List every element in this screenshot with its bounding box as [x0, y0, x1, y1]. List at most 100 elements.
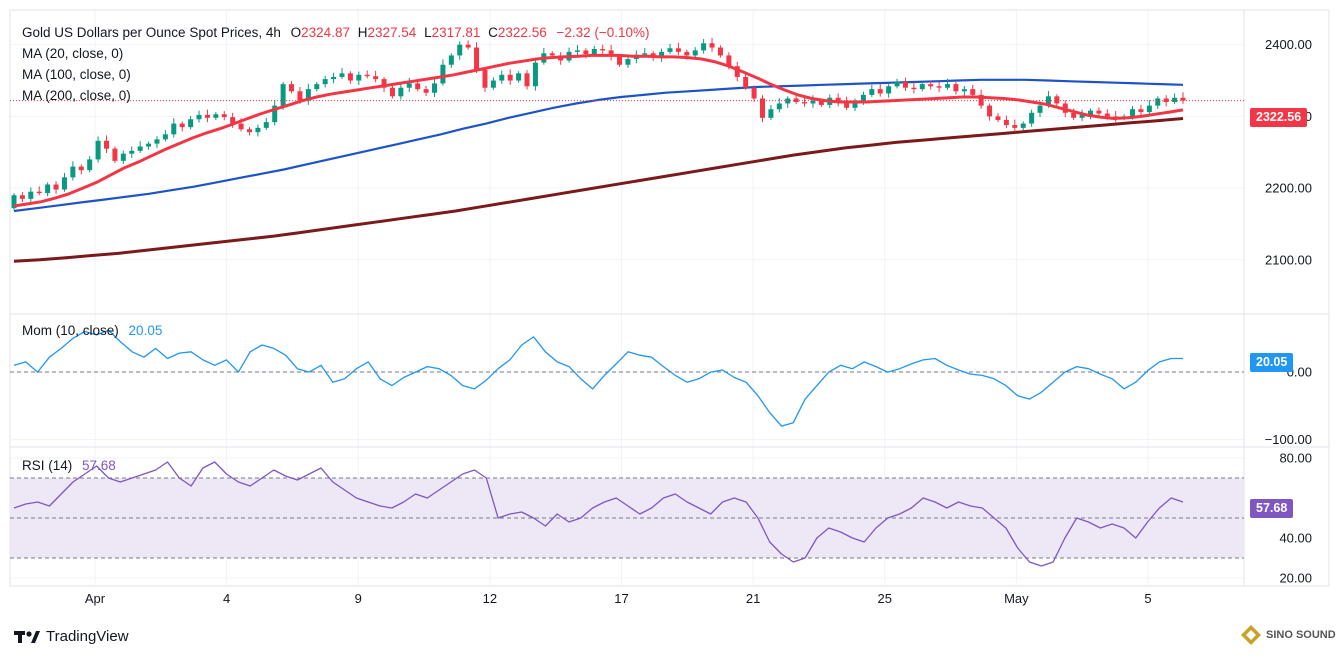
watermark: SINO SOUND — [1240, 624, 1336, 646]
candle-body — [894, 81, 900, 87]
candle-body — [1071, 112, 1077, 118]
candle-body — [432, 83, 438, 93]
candle-body — [751, 87, 757, 99]
candle-body — [701, 43, 707, 51]
candle-body — [835, 97, 841, 103]
candle-body — [1163, 98, 1169, 103]
x-tick-label: 4 — [223, 591, 230, 606]
candle-body — [936, 86, 942, 88]
candle-body — [507, 74, 513, 81]
candle-body — [196, 114, 202, 120]
candle-body — [78, 166, 84, 171]
candle-body — [95, 140, 101, 160]
ma100-line — [13, 78, 1184, 213]
candle-body — [104, 140, 110, 149]
candle-body — [1003, 119, 1009, 125]
candle-body — [574, 50, 580, 52]
candle-body — [398, 87, 404, 97]
candle-body — [818, 100, 824, 105]
candle-body — [970, 89, 976, 95]
y-tick-label: 20.00 — [1279, 571, 1312, 586]
candle-body — [1096, 110, 1102, 114]
ma200-line — [13, 117, 1184, 263]
x-tick-label: 21 — [746, 591, 760, 606]
candle-body — [373, 76, 379, 80]
candle-body — [87, 159, 93, 171]
last-price-tag: 2322.56 — [1250, 108, 1308, 127]
y-tick-label: 80.00 — [1279, 451, 1312, 466]
ma20-legend[interactable]: MA (20, close, 0) — [22, 46, 124, 61]
y-tick-label: 40.00 — [1279, 531, 1312, 546]
candle-body — [448, 55, 454, 65]
candle-body — [1172, 97, 1178, 103]
candle-body — [860, 94, 866, 101]
candle-body — [961, 89, 967, 92]
candle-body — [675, 48, 681, 52]
high-value: 2327.54 — [367, 25, 417, 40]
ma200-path — [13, 117, 1184, 263]
candles-group — [11, 37, 1186, 211]
mom-value: 20.05 — [128, 323, 163, 338]
candle-body — [600, 48, 606, 51]
candle-body — [642, 53, 648, 55]
candle-body — [591, 48, 597, 55]
y-tick-label: 2200.00 — [1265, 181, 1312, 196]
candle-body — [154, 139, 160, 144]
candle-body — [726, 55, 732, 67]
candle-body — [987, 105, 993, 117]
candle-body — [919, 84, 925, 90]
candle-body — [457, 44, 463, 56]
candle-body — [709, 43, 715, 48]
candle-body — [1138, 109, 1144, 113]
candle-body — [608, 50, 614, 57]
candle-body — [886, 86, 892, 94]
candle-body — [1087, 110, 1093, 115]
candle-body — [11, 195, 17, 209]
candle-body — [364, 74, 370, 77]
mom-legend[interactable]: Mom (10, close) 20.05 — [22, 323, 162, 338]
candle-body — [549, 53, 555, 56]
candle-body — [36, 191, 42, 194]
ma20-line — [13, 53, 1184, 208]
candle-body — [852, 100, 858, 108]
candle-body — [162, 134, 168, 140]
candle-body — [810, 100, 816, 104]
candle-body — [945, 84, 951, 88]
ma100-legend[interactable]: MA (100, close, 0) — [22, 67, 131, 82]
candle-body — [524, 73, 530, 87]
candle-body — [381, 79, 387, 88]
x-tick-label: 17 — [614, 591, 628, 606]
high-label: H — [357, 25, 368, 40]
tradingview-logo[interactable]: TradingView — [14, 628, 129, 645]
candle-body — [1130, 109, 1136, 117]
candle-body — [112, 148, 118, 161]
candle-body — [19, 195, 25, 199]
candle-body — [667, 48, 673, 52]
ma200-legend[interactable]: MA (200, close, 0) — [22, 88, 131, 103]
candle-body — [995, 116, 1001, 120]
candle-body — [272, 105, 278, 123]
candle-body — [204, 114, 210, 118]
candle-body — [213, 114, 219, 118]
open-label: O — [290, 25, 302, 40]
candle-body — [1146, 105, 1152, 113]
candle-body — [322, 79, 328, 85]
watermark-icon — [1241, 625, 1261, 645]
rsi-last-tag: 57.68 — [1250, 499, 1294, 518]
candle-body — [768, 109, 774, 118]
ma100-path — [13, 78, 1184, 213]
rsi-legend[interactable]: RSI (14) 57.68 — [22, 458, 116, 473]
rsi-path — [13, 461, 1184, 567]
y-tick-label: −100.00 — [1265, 432, 1312, 447]
candle-body — [743, 76, 749, 88]
x-tick-label: 5 — [1144, 591, 1151, 606]
candle-body — [255, 127, 261, 133]
candle-body — [120, 153, 126, 161]
candle-body — [877, 89, 883, 94]
candle-body — [415, 83, 421, 90]
candle-body — [289, 84, 295, 92]
x-tick-label: May — [1004, 591, 1029, 606]
x-tick-label: 25 — [878, 591, 892, 606]
